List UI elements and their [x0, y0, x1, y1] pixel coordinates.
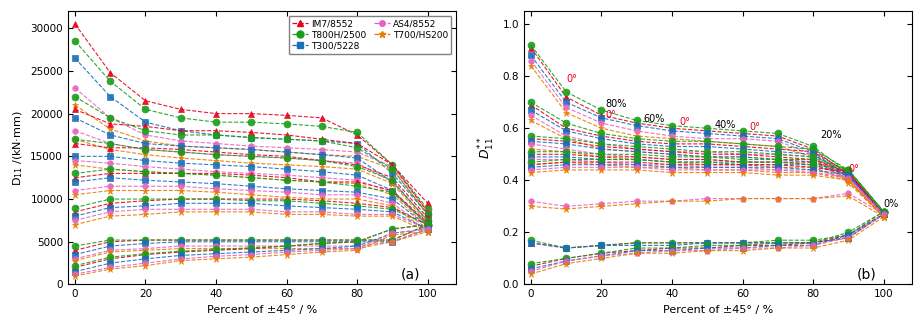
Text: 0°: 0°	[749, 122, 761, 132]
X-axis label: Percent of ±45° / %: Percent of ±45° / %	[663, 305, 773, 315]
X-axis label: Percent of ±45° / %: Percent of ±45° / %	[207, 305, 317, 315]
Text: 0°: 0°	[605, 110, 616, 120]
Text: 0°: 0°	[848, 164, 859, 174]
Text: 40%: 40%	[714, 120, 736, 130]
Text: 0%: 0%	[883, 200, 899, 210]
Y-axis label: D$_{11}$ /(kN·mm): D$_{11}$ /(kN·mm)	[11, 110, 25, 185]
Text: (a): (a)	[402, 267, 421, 281]
Text: 0°: 0°	[679, 117, 689, 127]
Legend: IM7/8552, T800H/2500, T300/5228, AS4/8552, T700/HS200: IM7/8552, T800H/2500, T300/5228, AS4/855…	[289, 16, 451, 54]
Y-axis label: $D_{11}^{**}$: $D_{11}^{**}$	[477, 136, 497, 159]
Text: 60%: 60%	[643, 114, 665, 124]
Text: 0°: 0°	[566, 74, 577, 84]
Text: 80%: 80%	[605, 99, 627, 109]
Text: 20%: 20%	[821, 130, 842, 140]
Text: (b): (b)	[857, 268, 877, 282]
